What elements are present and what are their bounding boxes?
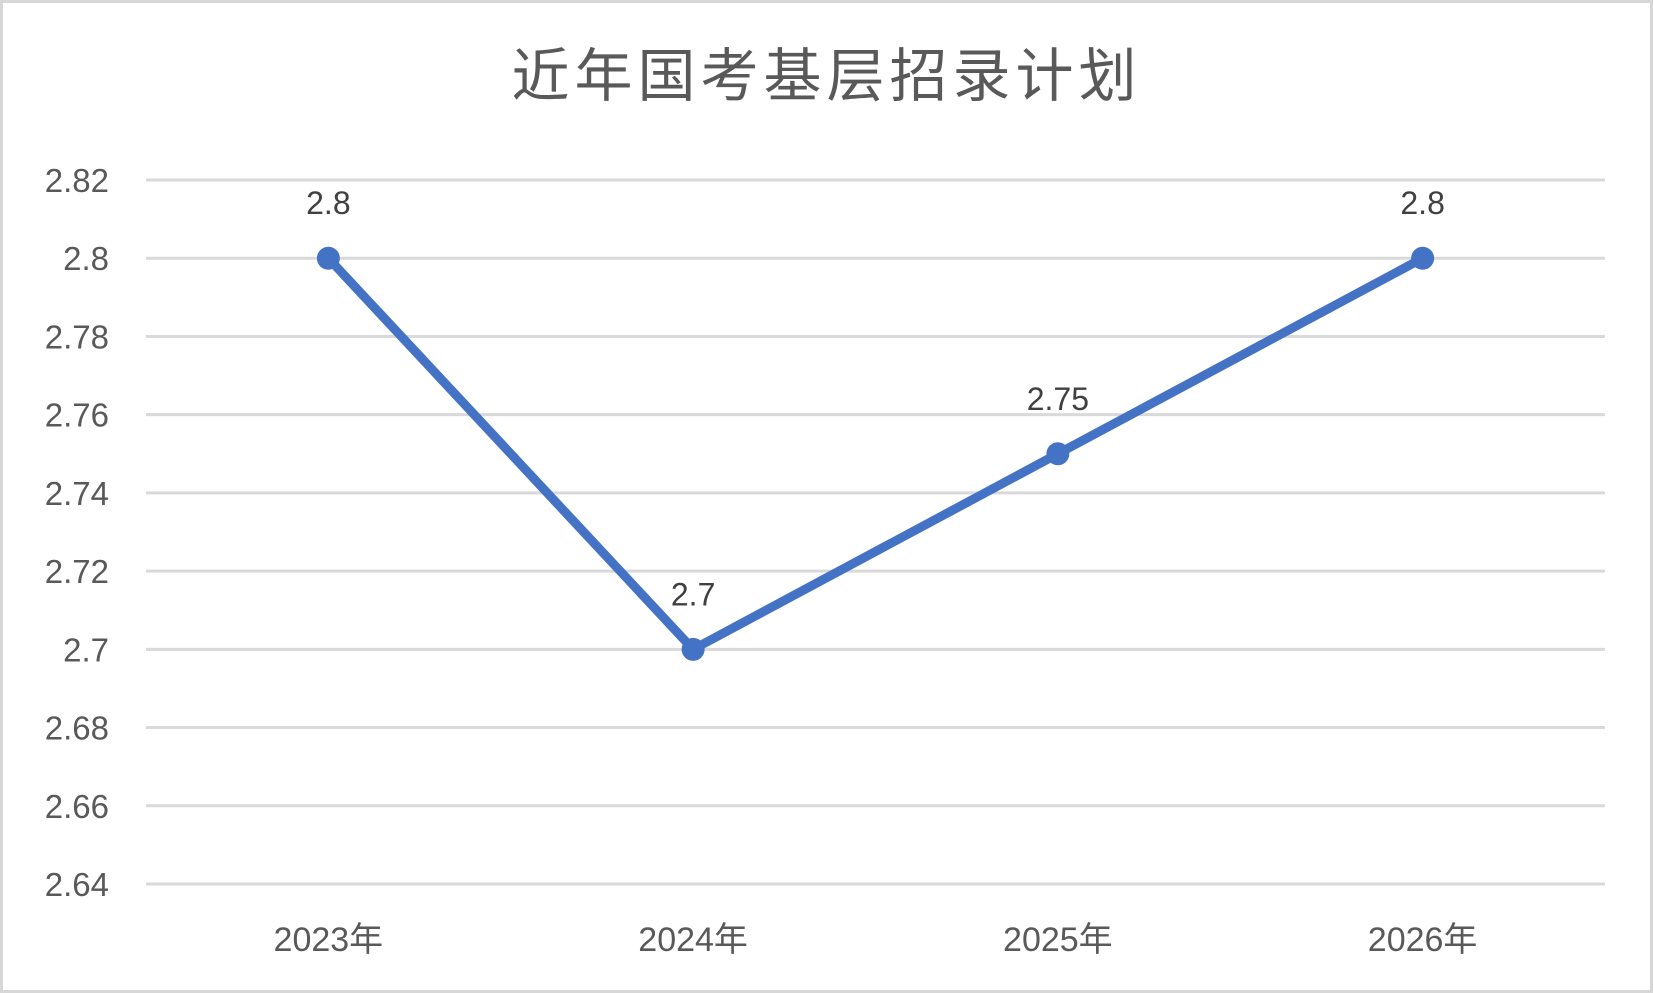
line-chart-plot-area: 2.82 2.8 2.78 2.76 2.74 2.72 2.7 2.68 2.66 2.64 20… bbox=[45, 162, 1605, 959]
y-axis-tick-label: 2.72 bbox=[45, 553, 109, 590]
y-axis-tick-label: 2.82 bbox=[45, 162, 109, 199]
y-axis-tick-label: 2.78 bbox=[45, 318, 109, 355]
y-axis-tick-label: 2.76 bbox=[45, 397, 109, 434]
y-axis-tick-label: 2.74 bbox=[45, 475, 109, 512]
data-point-label: 2.8 bbox=[1400, 185, 1444, 221]
y-axis-tick-label: 2.7 bbox=[63, 631, 109, 668]
x-axis-tick-label: 2026年 bbox=[1368, 921, 1478, 959]
data-point-marker bbox=[1411, 246, 1435, 270]
chart-title: 近年国考基层招录计划 bbox=[511, 42, 1142, 110]
data-point-marker bbox=[1046, 442, 1070, 466]
y-axis-tick-label: 2.66 bbox=[45, 788, 109, 825]
data-point-label: 2.75 bbox=[1027, 381, 1089, 417]
x-axis-tick-label: 2023年 bbox=[274, 921, 384, 959]
data-point-label: 2.8 bbox=[306, 185, 350, 221]
series-line bbox=[323, 253, 1428, 654]
data-point-label: 2.7 bbox=[671, 576, 715, 612]
y-axis-tick-label: 2.64 bbox=[45, 866, 109, 903]
data-point-marker bbox=[681, 637, 705, 661]
y-axis-tick-label: 2.68 bbox=[45, 710, 109, 747]
y-axis-tick-label: 2.8 bbox=[63, 240, 109, 277]
x-axis-tick-label: 2024年 bbox=[638, 921, 748, 959]
data-point-marker bbox=[316, 246, 340, 270]
x-axis-tick-label: 2025年 bbox=[1003, 921, 1113, 959]
